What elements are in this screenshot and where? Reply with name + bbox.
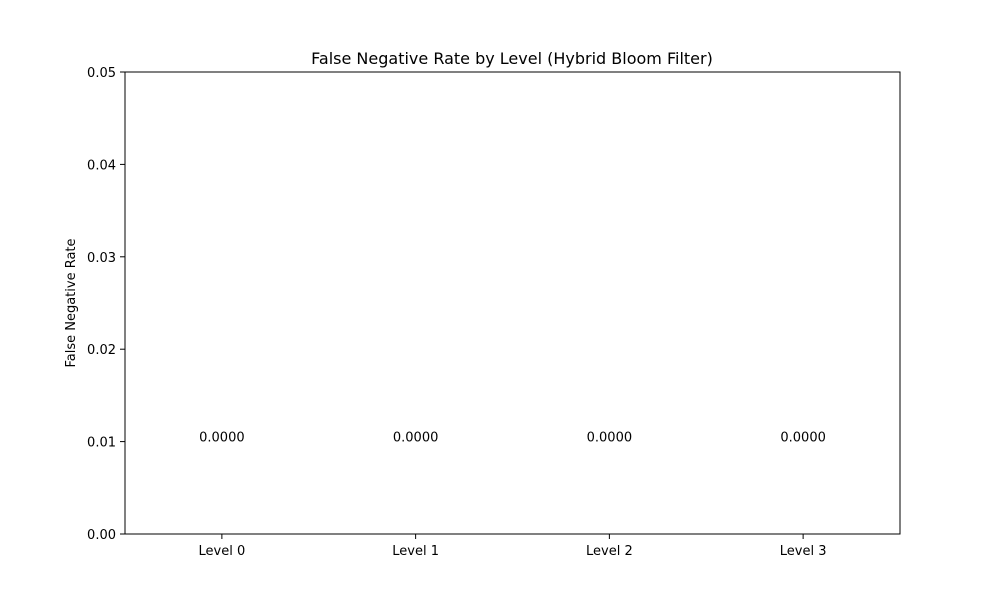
data-label-0: 0.0000 xyxy=(199,431,245,446)
plot-frame xyxy=(124,71,901,535)
y-tick-label-5: 0.05 xyxy=(87,66,116,81)
y-axis-label: False Negative Rate xyxy=(64,238,79,367)
x-tick-label-2: Level 2 xyxy=(586,544,633,559)
data-label-1: 0.0000 xyxy=(393,431,439,446)
data-label-2: 0.0000 xyxy=(587,431,633,446)
y-tick-label-1: 0.01 xyxy=(87,436,116,451)
data-labels-group: 0.0000 0.0000 0.0000 0.0000 xyxy=(199,431,826,446)
x-tick-label-3: Level 3 xyxy=(780,544,827,559)
data-label-3: 0.0000 xyxy=(780,431,826,446)
y-tick-label-0: 0.00 xyxy=(87,528,116,543)
y-tick-label-4: 0.04 xyxy=(87,158,116,173)
x-axis: Level 0 Level 1 Level 2 Level 3 xyxy=(199,534,827,559)
y-axis: 0.00 0.01 0.02 0.03 0.04 0.05 xyxy=(87,66,125,543)
y-tick-label-3: 0.03 xyxy=(87,251,116,266)
x-tick-label-0: Level 0 xyxy=(199,544,246,559)
y-tick-label-2: 0.02 xyxy=(87,343,116,358)
x-tick-label-1: Level 1 xyxy=(392,544,439,559)
chart-title: False Negative Rate by Level (Hybrid Blo… xyxy=(311,49,713,68)
